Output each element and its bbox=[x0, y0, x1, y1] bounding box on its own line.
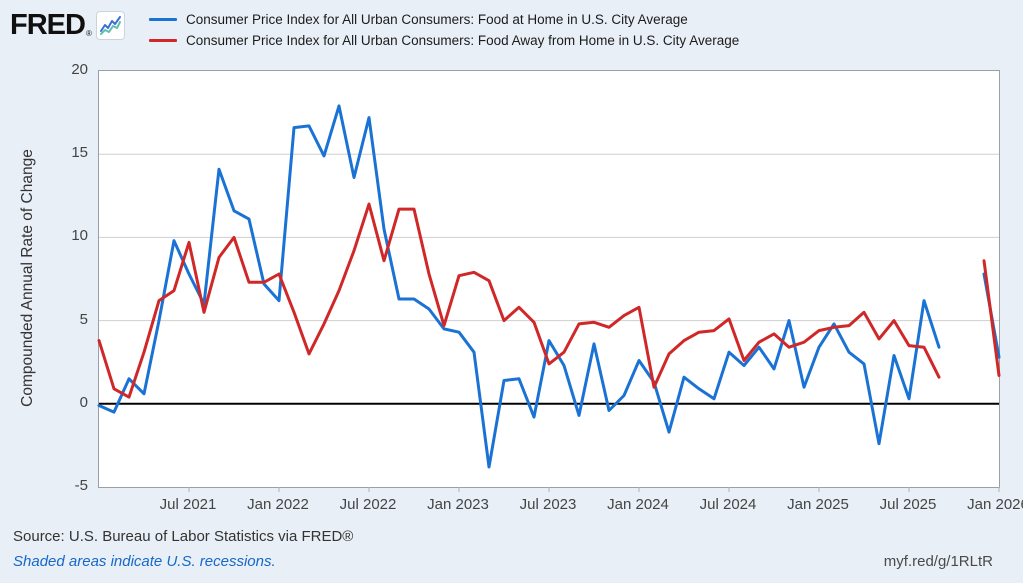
legend-item-food-away-from-home[interactable]: Consumer Price Index for All Urban Consu… bbox=[149, 30, 739, 51]
x-axis-tick-label: Jan 2023 bbox=[427, 496, 489, 513]
registered-mark: ® bbox=[85, 29, 92, 38]
series-line-swatch-blue bbox=[149, 18, 177, 21]
y-axis-tick-label: 20 bbox=[71, 61, 88, 78]
short-url: myf.red/g/1RLtR bbox=[883, 553, 993, 570]
x-axis-tick-label: Jul 2025 bbox=[879, 496, 937, 513]
series-line-swatch-red bbox=[149, 39, 177, 42]
fred-logo-text: FRED bbox=[10, 9, 86, 41]
x-axis-tick-label: Jul 2024 bbox=[699, 496, 757, 513]
recession-note-link[interactable]: Shaded areas indicate U.S. recessions. bbox=[13, 553, 276, 570]
x-axis-tick-label: Jan 2026 bbox=[967, 496, 1023, 513]
legend-series-label: Consumer Price Index for All Urban Consu… bbox=[186, 12, 688, 27]
y-axis-tick-label: 0 bbox=[79, 393, 88, 411]
legend: Consumer Price Index for All Urban Consu… bbox=[149, 9, 739, 51]
x-axis-tick-label: Jul 2021 bbox=[159, 496, 217, 513]
x-axis-tick-label: Jan 2022 bbox=[247, 496, 309, 513]
x-axis-tick-label: Jul 2023 bbox=[519, 496, 577, 513]
source-attribution: Source: U.S. Bureau of Labor Statistics … bbox=[13, 528, 354, 545]
y-axis-title: Compounded Annual Rate of Change bbox=[19, 149, 36, 407]
x-axis-tick-label: Jan 2024 bbox=[607, 496, 669, 513]
plot-area[interactable] bbox=[97, 70, 1001, 492]
chart-canvas bbox=[97, 104, 1001, 492]
fred-logo[interactable]: FRED ® bbox=[10, 11, 125, 40]
y-axis-tick-label: -5 bbox=[74, 477, 88, 494]
x-axis-tick-label: Jan 2025 bbox=[787, 496, 849, 513]
legend-series-label: Consumer Price Index for All Urban Consu… bbox=[186, 33, 740, 48]
y-axis-tick-label: 5 bbox=[79, 310, 88, 328]
y-axis-tick-label: 15 bbox=[71, 144, 88, 162]
x-axis-tick-label: Jul 2022 bbox=[339, 496, 397, 513]
y-axis-tick-label: 10 bbox=[71, 227, 88, 245]
line-chart-icon bbox=[95, 11, 125, 40]
legend-item-food-at-home[interactable]: Consumer Price Index for All Urban Consu… bbox=[149, 9, 739, 30]
